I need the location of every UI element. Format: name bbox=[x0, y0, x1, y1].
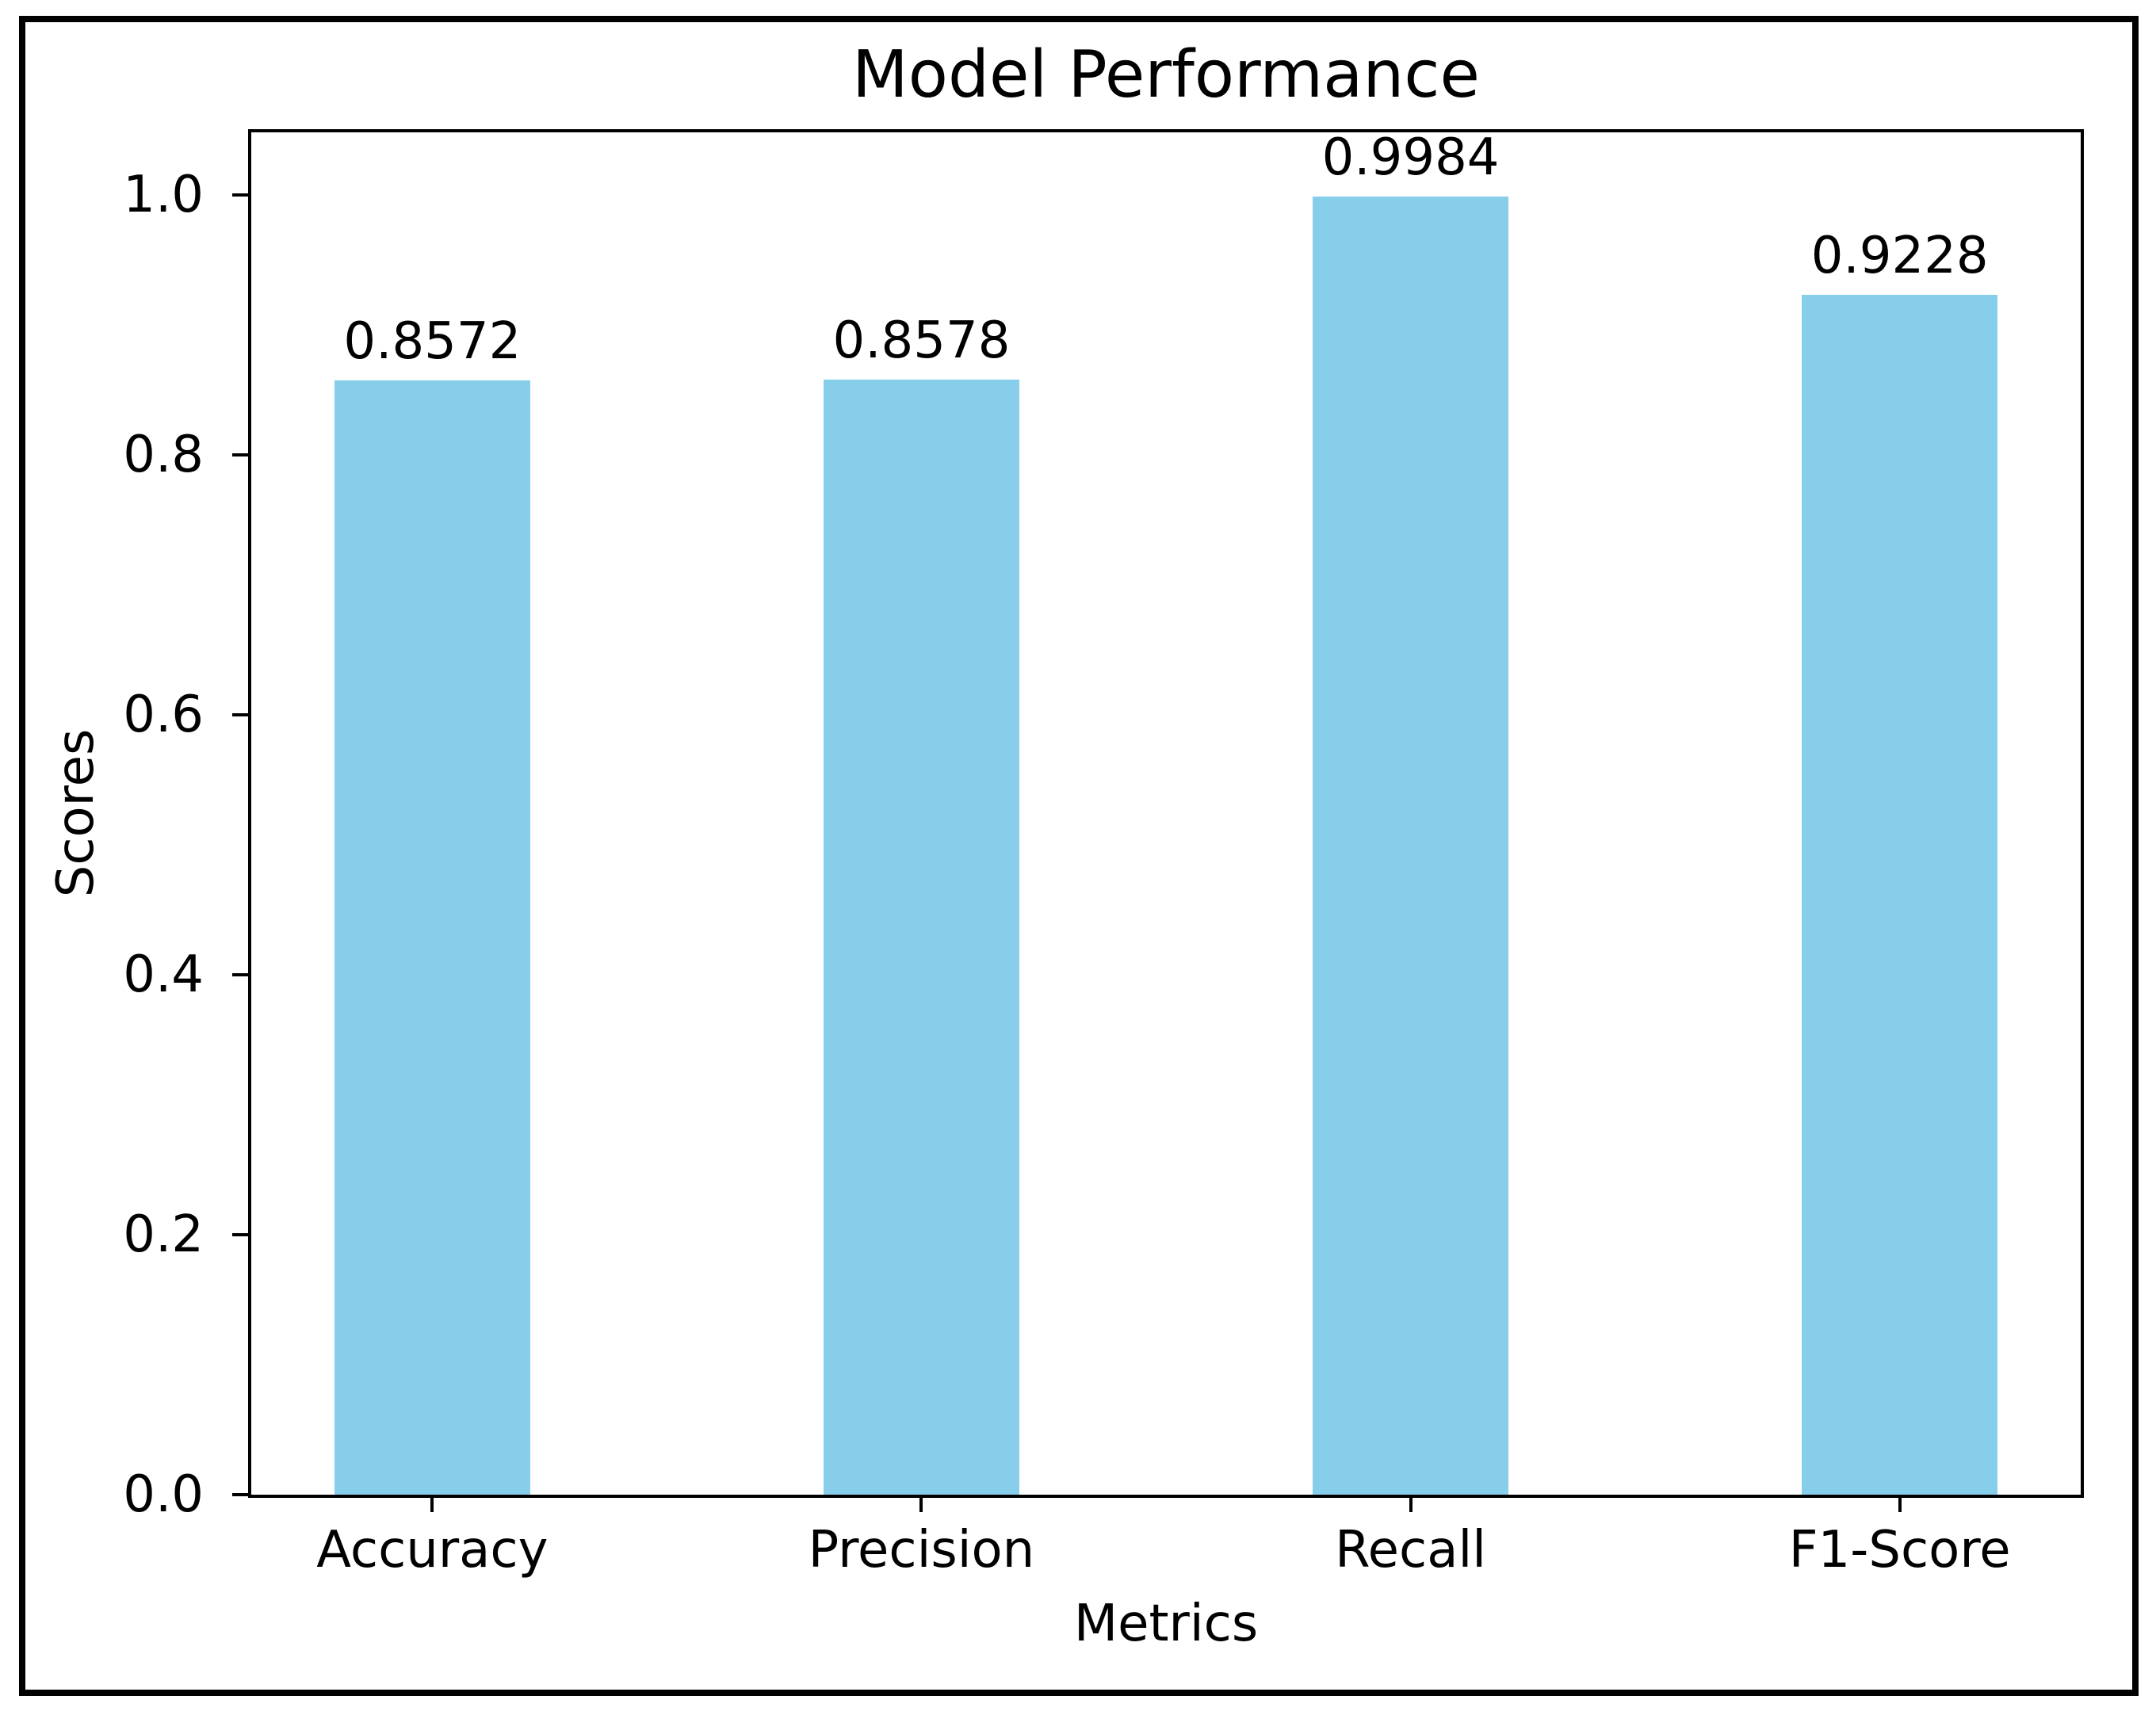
chart-title: Model Performance bbox=[852, 37, 1480, 113]
y-tick-label: 0.0 bbox=[123, 1465, 204, 1524]
x-axis-label: Metrics bbox=[1073, 1595, 1259, 1653]
y-tick-mark bbox=[232, 972, 248, 976]
bar-value-label: 0.9228 bbox=[1810, 227, 1989, 286]
y-tick-label: 0.4 bbox=[123, 945, 204, 1004]
bar-value-label: 0.9984 bbox=[1321, 128, 1500, 188]
bar-value-label: 0.8572 bbox=[343, 311, 522, 371]
x-tick-mark bbox=[430, 1498, 434, 1512]
y-tick-mark bbox=[232, 1493, 248, 1496]
x-tick-mark bbox=[919, 1498, 923, 1512]
y-tick-mark bbox=[232, 453, 248, 456]
y-tick-mark bbox=[232, 193, 248, 197]
x-tick-mark bbox=[1409, 1498, 1412, 1512]
x-tick-label: Accuracy bbox=[316, 1521, 549, 1579]
x-tick-label: F1-Score bbox=[1788, 1521, 2011, 1579]
bar bbox=[1313, 197, 1508, 1495]
bar bbox=[334, 380, 530, 1495]
plot-area: 0.0 0.2 0.4 0.6 0.8 1.0 0.8572 Accuracy 0.8578 Pr… bbox=[123, 128, 2084, 1576]
bar-value-label: 0.8578 bbox=[832, 311, 1011, 370]
y-tick-label: 0.2 bbox=[123, 1205, 204, 1264]
y-tick-label: 0.8 bbox=[123, 425, 204, 484]
y-tick-label: 0.6 bbox=[123, 685, 204, 744]
y-axis-label: Scores bbox=[47, 728, 105, 898]
x-tick-label: Precision bbox=[808, 1521, 1035, 1579]
x-tick-label: Recall bbox=[1335, 1521, 1487, 1579]
y-tick-mark bbox=[232, 712, 248, 716]
bar bbox=[824, 379, 1019, 1495]
y-tick-label: 1.0 bbox=[123, 165, 204, 224]
y-tick-mark bbox=[232, 1232, 248, 1236]
bar bbox=[1802, 295, 1998, 1495]
x-tick-mark bbox=[1898, 1498, 1902, 1512]
